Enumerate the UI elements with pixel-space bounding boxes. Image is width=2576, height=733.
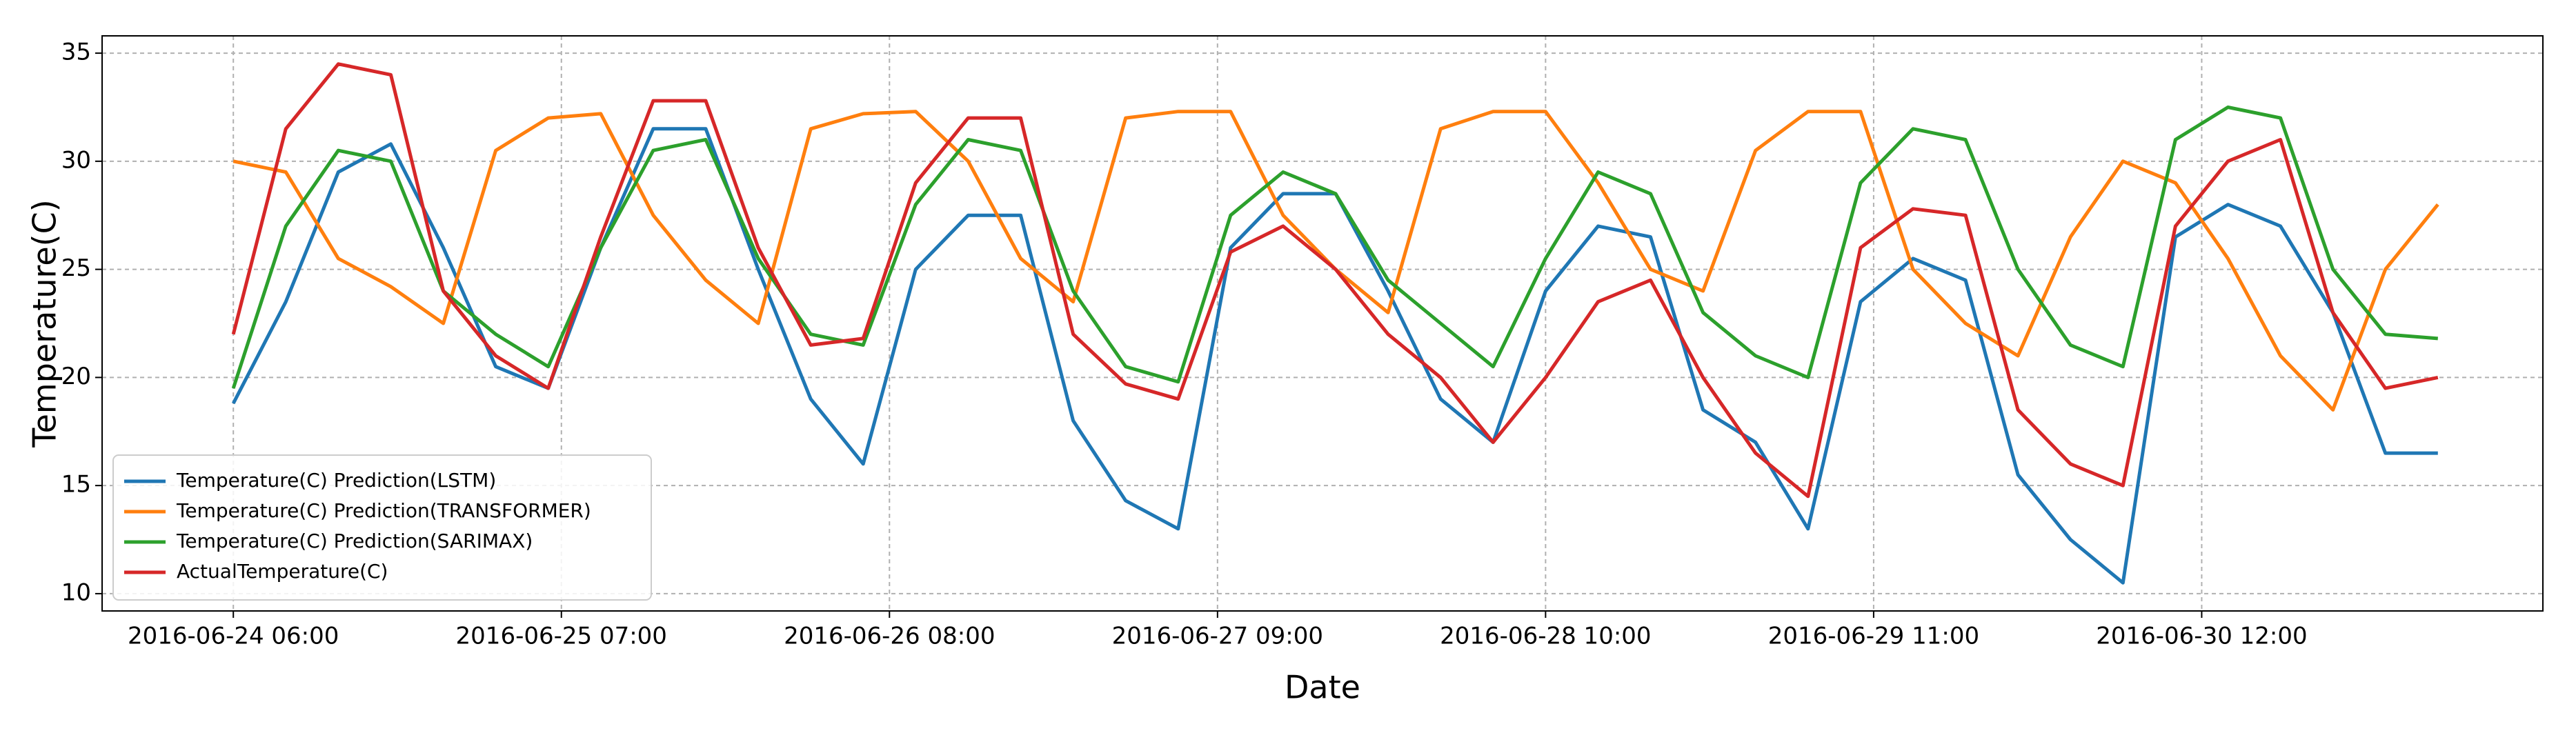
legend-label: Temperature(C) Prediction(SARIMAX) (176, 530, 533, 552)
x-tick-label: 2016-06-26 08:00 (784, 623, 995, 650)
y-tick-label: 35 (61, 39, 91, 66)
line-series (232, 110, 2439, 412)
x-axis-label: Date (1285, 669, 1360, 706)
x-tick-label: 2016-06-25 07:00 (456, 623, 667, 650)
y-tick-label: 25 (61, 254, 91, 282)
legend: Temperature(C) Prediction(LSTM) Temperatu… (112, 454, 652, 601)
x-tick-label: 2016-06-29 11:00 (1768, 623, 1979, 650)
x-tick-label: 2016-06-24 06:00 (128, 623, 339, 650)
legend-label: Temperature(C) Prediction(TRANSFORMER) (176, 499, 591, 522)
y-tick-label: 30 (61, 146, 91, 174)
y-tick-label: 15 (61, 471, 91, 499)
legend-label: ActualTemperature(C) (177, 560, 388, 583)
y-tick-label: 10 (61, 579, 91, 606)
line-series (231, 106, 2439, 389)
legend-box (112, 454, 652, 601)
y-axis-label: Temperature(C) (26, 199, 63, 448)
line-series (231, 62, 2439, 499)
x-tick-label: 2016-06-30 12:00 (2096, 623, 2307, 650)
legend-label: Temperature(C) Prediction(LSTM) (176, 469, 496, 492)
x-tick-label: 2016-06-27 09:00 (1112, 623, 1323, 650)
y-tick-label: 20 (61, 363, 91, 390)
plot-frame (101, 35, 2544, 612)
x-tick-label: 2016-06-28 10:00 (1440, 623, 1651, 650)
